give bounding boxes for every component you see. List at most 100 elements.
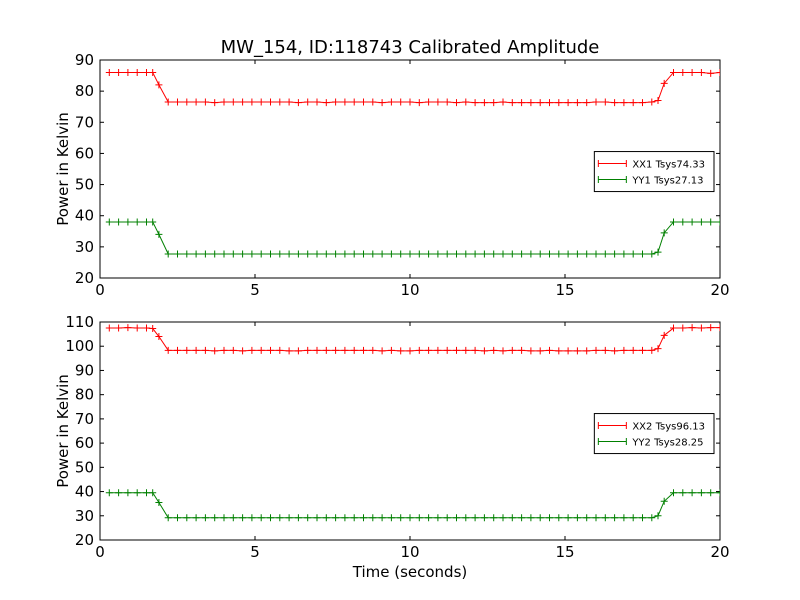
data-point bbox=[201, 250, 209, 258]
data-point bbox=[124, 68, 132, 76]
data-point bbox=[285, 347, 293, 355]
data-point bbox=[415, 346, 423, 354]
data-point bbox=[707, 218, 715, 226]
data-point bbox=[174, 346, 181, 354]
data-point bbox=[601, 346, 609, 354]
data-point bbox=[536, 514, 544, 522]
data-point bbox=[480, 250, 488, 258]
data-point bbox=[248, 250, 256, 258]
data-point bbox=[425, 514, 433, 522]
data-point bbox=[313, 98, 321, 106]
data-point bbox=[648, 98, 656, 106]
data-point bbox=[183, 250, 191, 258]
data-point bbox=[564, 250, 572, 258]
data-point bbox=[248, 98, 256, 106]
data-point bbox=[508, 346, 516, 354]
data-point bbox=[480, 347, 488, 355]
data-point bbox=[164, 346, 172, 354]
data-point bbox=[378, 514, 386, 522]
data-point bbox=[239, 514, 247, 522]
data-point bbox=[124, 324, 132, 332]
y-tick-label: 100 bbox=[65, 337, 94, 355]
data-point bbox=[660, 331, 668, 339]
data-point bbox=[670, 68, 677, 76]
data-point bbox=[583, 99, 591, 107]
data-point bbox=[434, 98, 442, 106]
data-point bbox=[341, 346, 349, 354]
y-tick-label: 40 bbox=[75, 483, 94, 501]
data-point bbox=[239, 347, 247, 355]
data-point bbox=[490, 99, 498, 107]
data-point bbox=[527, 250, 535, 258]
data-point bbox=[313, 250, 321, 258]
data-point bbox=[350, 514, 358, 522]
data-point bbox=[555, 250, 563, 258]
data-point bbox=[115, 489, 123, 497]
data-point bbox=[688, 68, 696, 76]
data-point bbox=[592, 346, 600, 354]
x-tick-label: 20 bbox=[710, 543, 729, 561]
data-point bbox=[294, 99, 302, 107]
data-point bbox=[648, 250, 656, 258]
data-point bbox=[201, 514, 209, 522]
data-point bbox=[639, 99, 646, 107]
data-point bbox=[105, 68, 113, 76]
data-point bbox=[257, 250, 265, 258]
data-point bbox=[434, 346, 442, 354]
data-point bbox=[192, 514, 200, 522]
x-axis-label: Time (seconds) bbox=[352, 563, 468, 581]
data-point bbox=[508, 99, 516, 107]
data-point bbox=[453, 250, 460, 258]
series-yy bbox=[105, 218, 720, 258]
data-point bbox=[133, 489, 141, 497]
legend-marker bbox=[597, 438, 627, 446]
data-point bbox=[267, 346, 274, 354]
data-point bbox=[183, 514, 191, 522]
data-point bbox=[155, 81, 163, 89]
data-point bbox=[211, 347, 219, 355]
y-tick-label: 20 bbox=[75, 269, 94, 287]
data-point bbox=[387, 98, 395, 106]
data-point bbox=[248, 514, 256, 522]
data-point bbox=[707, 69, 715, 77]
data-point bbox=[707, 324, 715, 332]
data-point bbox=[115, 324, 123, 332]
y-axis-label: Power in Kelvin bbox=[54, 112, 72, 226]
data-point bbox=[164, 250, 172, 258]
legend-marker bbox=[597, 176, 627, 184]
data-point bbox=[276, 514, 284, 522]
y-tick-label: 50 bbox=[75, 176, 94, 194]
data-point bbox=[143, 489, 150, 497]
data-point bbox=[406, 250, 414, 258]
data-point bbox=[322, 514, 330, 522]
legend-label: YY2 Tsys28.25 bbox=[631, 438, 703, 449]
y-tick-label: 90 bbox=[75, 361, 94, 379]
data-point bbox=[369, 346, 377, 354]
data-point bbox=[660, 229, 668, 237]
data-point bbox=[105, 489, 113, 497]
data-point bbox=[267, 514, 274, 522]
data-point bbox=[518, 250, 526, 258]
data-point bbox=[499, 347, 507, 355]
data-point bbox=[133, 68, 141, 76]
data-point bbox=[629, 346, 637, 354]
data-point bbox=[267, 250, 274, 258]
data-point bbox=[267, 98, 274, 106]
data-point bbox=[192, 250, 200, 258]
data-point bbox=[143, 324, 150, 332]
data-point bbox=[149, 489, 157, 497]
data-point bbox=[332, 250, 340, 258]
x-tick-label: 10 bbox=[400, 281, 419, 299]
legend-marker bbox=[597, 160, 627, 168]
data-point bbox=[716, 218, 720, 226]
y-tick-label: 80 bbox=[75, 386, 94, 404]
data-point bbox=[564, 347, 572, 355]
legend-marker bbox=[597, 422, 627, 430]
data-point bbox=[527, 347, 535, 355]
data-point bbox=[518, 99, 526, 107]
data-point bbox=[480, 514, 488, 522]
data-point bbox=[679, 68, 687, 76]
data-point bbox=[378, 250, 386, 258]
data-point bbox=[229, 98, 237, 106]
